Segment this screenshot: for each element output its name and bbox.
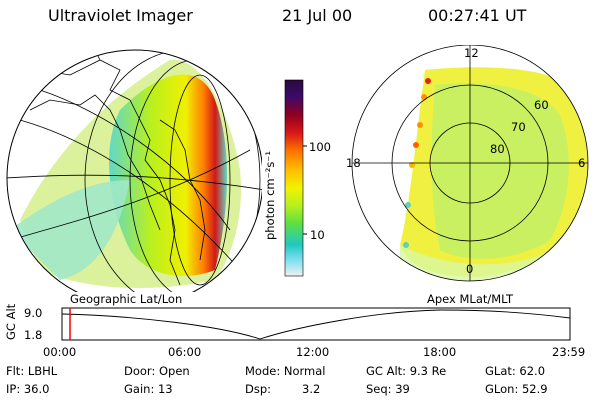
timeline-xtick-0000: 00:00 [43,345,77,359]
colorbar-tick-100: 100 [309,140,331,154]
geographic-auroral-image [6,49,262,292]
colorbar-unit-label: photon cm⁻²s⁻¹ [263,151,277,240]
status-dsp-label: Dsp: [245,382,272,396]
mlt-label-18: 18 [346,156,361,170]
colorbar [284,79,307,277]
timeline-xtick-1200: 12:00 [296,345,330,359]
observation-time: 00:27:41 UT [428,6,527,25]
status-seq: Seq: 39 [366,382,410,396]
mlat-label-60: 60 [534,98,549,112]
mlt-label-12: 12 [464,46,479,60]
status-gain: Gain: 13 [124,382,173,396]
status-dsp-value: 3.2 [302,382,321,396]
timeline-xtick-1800: 18:00 [423,345,457,359]
instrument-title: Ultraviolet Imager [48,6,193,25]
timeline-ytick-low: 1.8 [24,328,43,342]
status-gc-alt: GC Alt: 9.3 Re [366,364,447,378]
geographic-caption: Geographic Lat/Lon [70,292,183,306]
status-glon: GLon: 52.9 [485,382,548,396]
colorbar-tick-10: 10 [310,228,325,242]
timeline-xtick-0600: 06:00 [168,345,202,359]
timeline-xtick-2359: 23:59 [552,345,586,359]
mlat-label-80: 80 [490,142,505,156]
status-glat: GLat: 62.0 [485,364,546,378]
timeline-ytick-high: 9.0 [24,306,43,320]
mlt-label-0: 0 [466,262,474,276]
polar-mlat-mlt-image [351,45,589,282]
mlat-label-70: 70 [511,120,526,134]
altitude-timeline [61,307,571,341]
timeline-axis-title: GC Alt [4,303,18,340]
status-door: Door: Open [124,364,190,378]
status-ip: IP: 36.0 [6,382,50,396]
apex-caption: Apex MLat/MLT [427,292,514,306]
status-mode: Mode: Normal [245,364,326,378]
observation-date: 21 Jul 00 [282,6,353,25]
mlt-label-6: 6 [578,156,586,170]
status-filter: Flt: LBHL [6,364,58,378]
